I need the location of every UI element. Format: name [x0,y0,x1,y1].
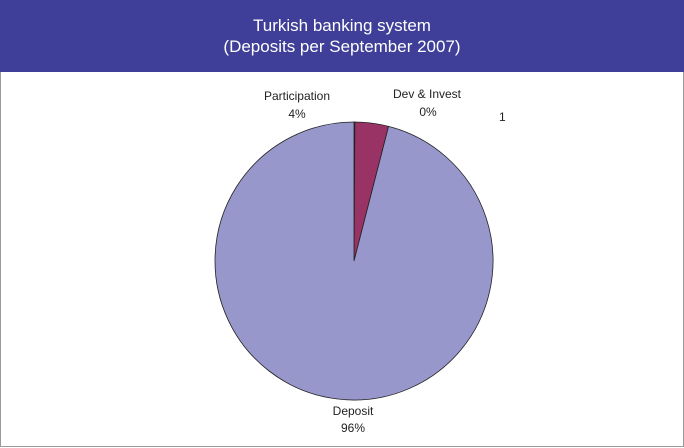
label-dev-invest-name: Dev & Invest [393,87,462,101]
chart-header: Turkish banking system (Deposits per Sep… [0,0,684,72]
chart-frame: Participation 4% Dev & Invest 0% Deposit… [0,72,684,447]
label-participation-name: Participation [264,89,330,103]
label-deposit-name: Deposit [333,404,374,418]
chart-title-line1: Turkish banking system [253,16,431,35]
label-dev-invest-percent: 0% [419,105,437,119]
label-participation-percent: 4% [288,107,306,121]
pie-chart: Participation 4% Dev & Invest 0% Deposit… [214,87,494,435]
pie-slice-deposit [214,121,494,401]
stray-text: 1 [499,110,506,124]
label-deposit-percent: 96% [341,421,365,435]
chart-title-line2: (Deposits per September 2007) [223,37,461,56]
